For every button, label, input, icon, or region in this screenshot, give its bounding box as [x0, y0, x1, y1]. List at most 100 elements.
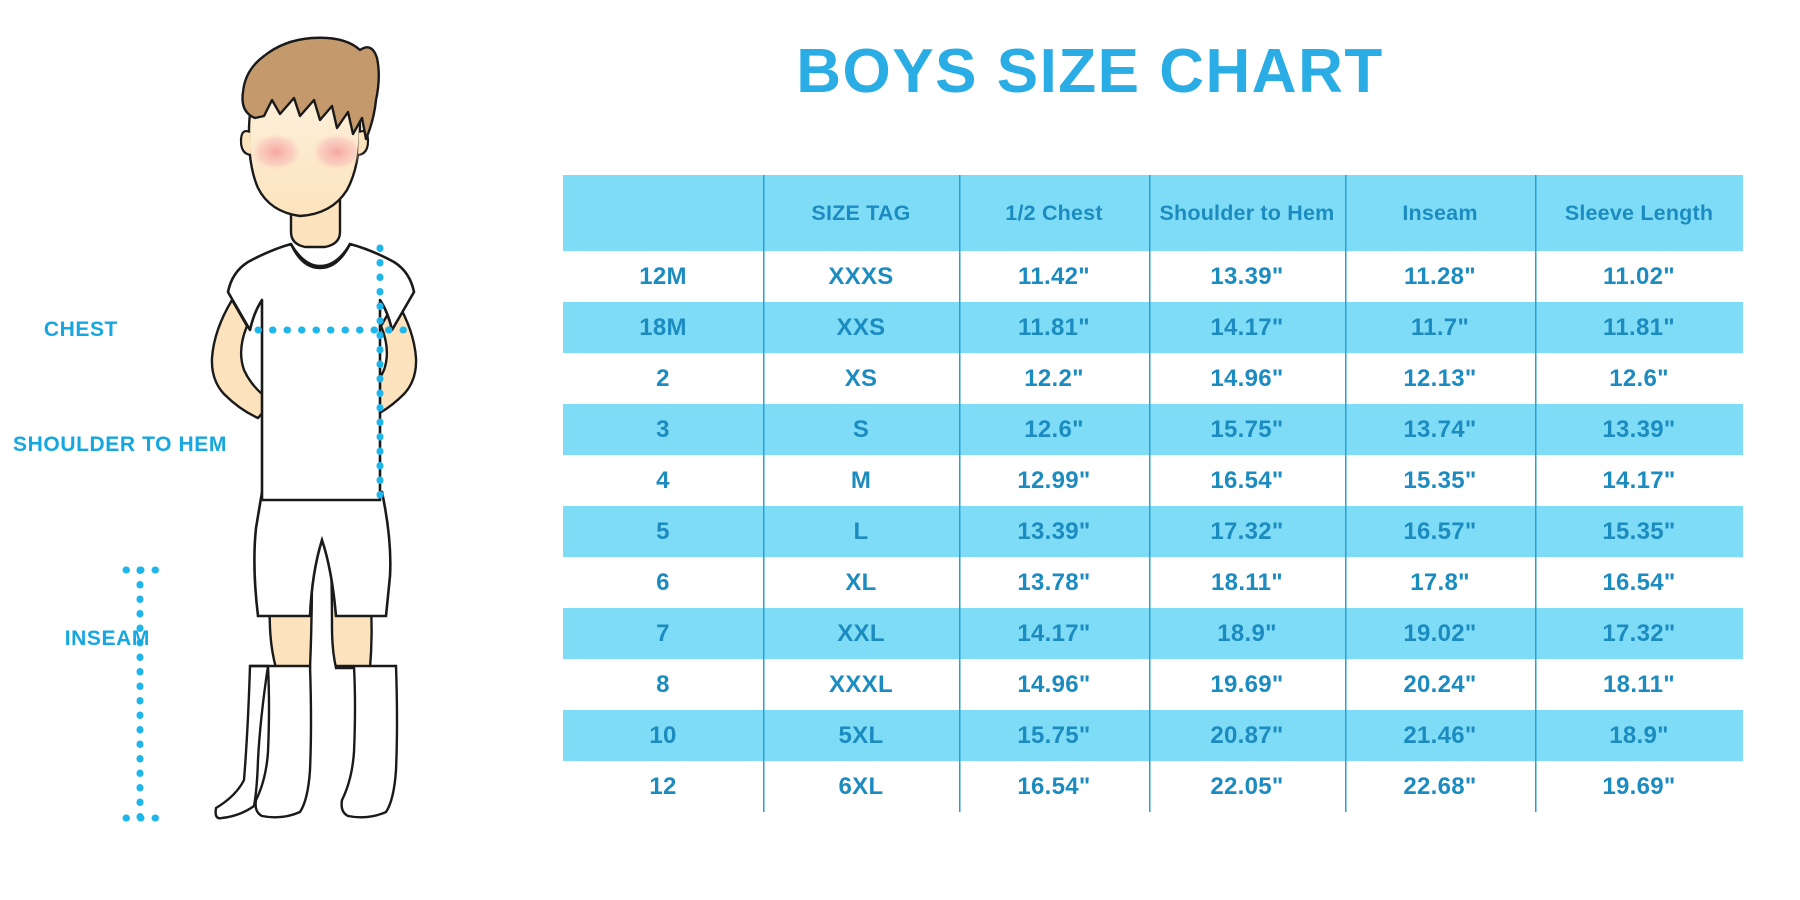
cell-measurement: 17.32"	[1535, 608, 1743, 659]
cell-size-tag: 5XL	[763, 710, 959, 761]
cell-size: 12M	[563, 251, 763, 302]
table-head: SIZE TAG 1/2 Chest Shoulder to Hem Inseam Sl…	[563, 175, 1743, 251]
column-header-1-2-chest: 1/2 Chest	[959, 175, 1149, 251]
cell-measurement: 15.35"	[1535, 506, 1743, 557]
cell-size-tag: XXL	[763, 608, 959, 659]
cell-size-tag: XS	[763, 353, 959, 404]
boy-figure-illustration	[122, 36, 418, 822]
cell-measurement: 18.11"	[1535, 659, 1743, 710]
cell-size-tag: XXXS	[763, 251, 959, 302]
cell-measurement: 12.99"	[959, 455, 1149, 506]
table-body: 12M XXXS 11.42" 13.39" 11.28" 11.02" 18M XXS 11.…	[563, 251, 1743, 812]
table-row: 10 5XL 15.75" 20.87" 21.46" 18.9"	[563, 710, 1743, 761]
cell-measurement: 15.75"	[959, 710, 1149, 761]
face-shape	[247, 77, 362, 218]
figure-body-group	[210, 36, 418, 820]
cell-measurement: 11.81"	[1535, 302, 1743, 353]
cell-measurement: 22.68"	[1345, 761, 1535, 812]
cell-measurement: 14.17"	[1535, 455, 1743, 506]
cell-measurement: 16.54"	[959, 761, 1149, 812]
cell-measurement: 22.05"	[1149, 761, 1345, 812]
cell-size: 5	[563, 506, 763, 557]
cell-measurement: 17.8"	[1345, 557, 1535, 608]
arm-left	[210, 297, 274, 420]
sock-left	[214, 664, 270, 820]
table-row: 12 6XL 16.54" 22.05" 22.68" 19.69"	[563, 761, 1743, 812]
cell-measurement: 15.75"	[1149, 404, 1345, 455]
cell-measurement: 15.35"	[1345, 455, 1535, 506]
table-row: 6 XL 13.78" 18.11" 17.8" 16.54"	[563, 557, 1743, 608]
cell-measurement: 19.69"	[1535, 761, 1743, 812]
measurement-guides	[122, 244, 418, 822]
cell-measurement: 13.39"	[1535, 404, 1743, 455]
cell-size-tag: 6XL	[763, 761, 959, 812]
cell-measurement: 21.46"	[1345, 710, 1535, 761]
cell-size-tag: S	[763, 404, 959, 455]
table-row: 18M XXS 11.81" 14.17" 11.7" 11.81"	[563, 302, 1743, 353]
cell-measurement: 18.11"	[1149, 557, 1345, 608]
cell-size-tag: XXXL	[763, 659, 959, 710]
cheek-right	[311, 133, 363, 171]
cell-measurement: 13.78"	[959, 557, 1149, 608]
cell-measurement: 14.17"	[1149, 302, 1345, 353]
table-row: 12M XXXS 11.42" 13.39" 11.28" 11.02"	[563, 251, 1743, 302]
cell-measurement: 11.42"	[959, 251, 1149, 302]
cell-size: 10	[563, 710, 763, 761]
cell-measurement: 16.57"	[1345, 506, 1535, 557]
cell-measurement: 19.69"	[1149, 659, 1345, 710]
hair-shape	[241, 36, 380, 141]
cell-measurement: 11.81"	[959, 302, 1149, 353]
cell-size: 7	[563, 608, 763, 659]
sock-left-main	[250, 664, 313, 819]
table-row: 7 XXL 14.17" 18.9" 19.02" 17.32"	[563, 608, 1743, 659]
ear-left	[239, 129, 252, 157]
chest-measurement-label: CHEST	[43, 318, 118, 341]
cell-size-tag: XL	[763, 557, 959, 608]
tshirt-collar	[289, 243, 352, 268]
size-chart-table-container: SIZE TAG 1/2 Chest Shoulder to Hem Inseam Sl…	[563, 175, 1743, 812]
cell-size-tag: L	[763, 506, 959, 557]
table-row: 3 S 12.6" 15.75" 13.74" 13.39"	[563, 404, 1743, 455]
table-header-row: SIZE TAG 1/2 Chest Shoulder to Hem Inseam Sl…	[563, 175, 1743, 251]
column-header-sleeve-length: Sleeve Length	[1535, 175, 1743, 251]
shoulder-to-hem-measurement-label: SHOULDER TO HEM	[13, 433, 227, 456]
cell-measurement: 13.39"	[959, 506, 1149, 557]
inseam-measurement-label: INSEAM	[64, 627, 150, 650]
cell-measurement: 12.6"	[1535, 353, 1743, 404]
cell-size-tag: M	[763, 455, 959, 506]
cell-measurement: 14.96"	[1149, 353, 1345, 404]
cell-measurement: 13.39"	[1149, 251, 1345, 302]
cell-size-tag: XXS	[763, 302, 959, 353]
cell-size: 6	[563, 557, 763, 608]
cell-measurement: 20.24"	[1345, 659, 1535, 710]
shorts-shape	[253, 490, 392, 618]
cell-measurement: 14.96"	[959, 659, 1149, 710]
cell-measurement: 11.28"	[1345, 251, 1535, 302]
cell-measurement: 11.7"	[1345, 302, 1535, 353]
table-row: 2 XS 12.2" 14.96" 12.13" 12.6"	[563, 353, 1743, 404]
column-header-size	[563, 175, 763, 251]
cell-measurement: 11.02"	[1535, 251, 1743, 302]
size-chart-table: SIZE TAG 1/2 Chest Shoulder to Hem Inseam Sl…	[563, 175, 1743, 812]
cell-measurement: 12.13"	[1345, 353, 1535, 404]
cell-measurement: 14.17"	[959, 608, 1149, 659]
cell-measurement: 13.74"	[1345, 404, 1535, 455]
cell-measurement: 17.32"	[1149, 506, 1345, 557]
cheek-left	[250, 133, 302, 171]
cell-measurement: 16.54"	[1535, 557, 1743, 608]
cell-size: 4	[563, 455, 763, 506]
table-row: 5 L 13.39" 17.32" 16.57" 15.35"	[563, 506, 1743, 557]
cell-measurement: 12.6"	[959, 404, 1149, 455]
sock-right-main	[336, 664, 399, 819]
table-row: 4 M 12.99" 16.54" 15.35" 14.17"	[563, 455, 1743, 506]
table-row: 8 XXXL 14.96" 19.69" 20.24" 18.11"	[563, 659, 1743, 710]
cell-size: 8	[563, 659, 763, 710]
cell-measurement: 12.2"	[959, 353, 1149, 404]
cell-size: 12	[563, 761, 763, 812]
column-header-shoulder-to-hem: Shoulder to Hem	[1149, 175, 1345, 251]
column-header-size-tag: SIZE TAG	[763, 175, 959, 251]
cell-measurement: 19.02"	[1345, 608, 1535, 659]
cell-size: 3	[563, 404, 763, 455]
cell-measurement: 20.87"	[1149, 710, 1345, 761]
